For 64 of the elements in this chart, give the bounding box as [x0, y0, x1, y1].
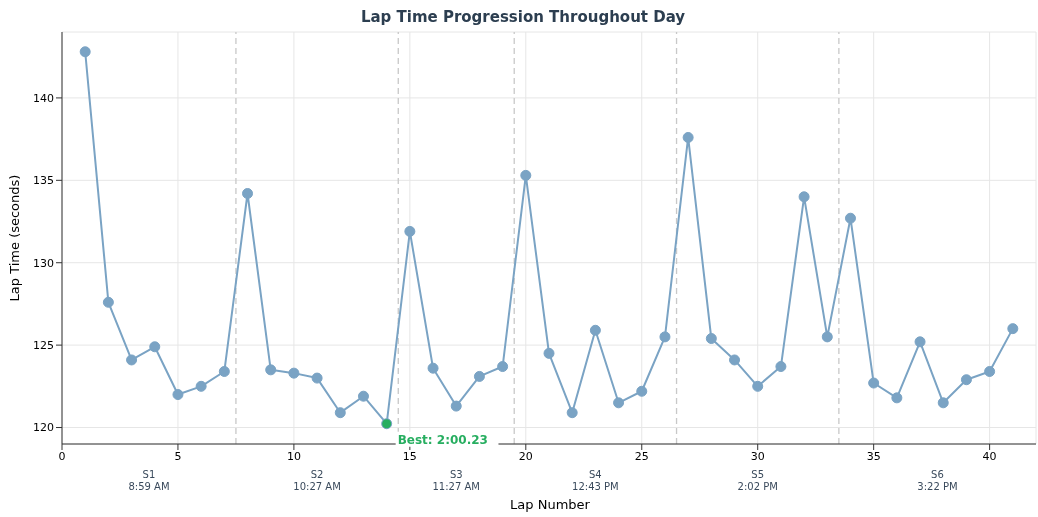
point	[149, 341, 161, 353]
x-tick-label: 40	[982, 449, 997, 463]
point	[473, 370, 485, 382]
x-tick-label: 35	[866, 449, 881, 463]
point	[705, 333, 717, 345]
point	[1007, 323, 1019, 335]
text: S5 2:02 PM	[737, 469, 778, 492]
point	[357, 390, 369, 402]
point	[659, 331, 671, 343]
point	[589, 324, 601, 336]
point	[566, 407, 578, 419]
point	[334, 407, 346, 419]
x-tick-label: 10	[286, 449, 301, 463]
text: S4 12:43 PM	[572, 469, 619, 492]
point	[984, 365, 996, 377]
x-tick-label: 0	[58, 449, 66, 463]
y-tick-label: 130	[33, 256, 54, 270]
point	[242, 188, 254, 199]
point	[844, 212, 856, 224]
x-tick-label: 15	[402, 449, 417, 463]
y-tick-label: 120	[33, 421, 54, 435]
annotation: Best: 2:00.23	[397, 432, 488, 447]
x-tick-label: 30	[750, 449, 765, 463]
point	[960, 374, 972, 386]
point	[937, 397, 949, 409]
point	[427, 362, 439, 374]
y-tick-label: 125	[33, 339, 54, 353]
x-tick-label: 20	[518, 449, 533, 463]
chart-title: Lap Time Progression Throughout Day	[359, 8, 687, 28]
point	[636, 385, 648, 397]
point	[868, 377, 880, 389]
point	[613, 397, 625, 409]
point	[682, 131, 694, 143]
point	[102, 296, 114, 308]
text: S6 3:22 PM	[917, 469, 958, 492]
point	[798, 191, 810, 203]
point	[404, 225, 416, 237]
point	[288, 367, 300, 379]
point	[752, 380, 764, 392]
point	[520, 169, 532, 181]
point	[311, 372, 323, 384]
point	[265, 364, 277, 376]
point	[775, 361, 787, 373]
text: S3 11:27 AM	[432, 469, 480, 492]
point	[126, 354, 138, 366]
x-tick-label: 5	[174, 449, 182, 463]
y-tick-label: 140	[33, 91, 54, 105]
point	[195, 380, 207, 392]
point	[79, 46, 91, 58]
point	[450, 400, 462, 412]
y-axis-title: Lap Time (seconds)	[6, 174, 22, 302]
point	[172, 389, 184, 401]
text: S2 10:27 AM	[293, 469, 341, 492]
point	[914, 336, 926, 348]
point	[891, 392, 903, 404]
point	[729, 354, 741, 366]
point	[497, 361, 509, 373]
point	[218, 365, 230, 377]
x-axis-title: Lap Number	[509, 497, 591, 512]
point	[821, 331, 833, 343]
x-tick-label: 25	[634, 449, 649, 463]
y-tick-label: 135	[33, 174, 54, 188]
point	[543, 347, 555, 359]
text: S1 8:59 AM	[128, 469, 170, 492]
